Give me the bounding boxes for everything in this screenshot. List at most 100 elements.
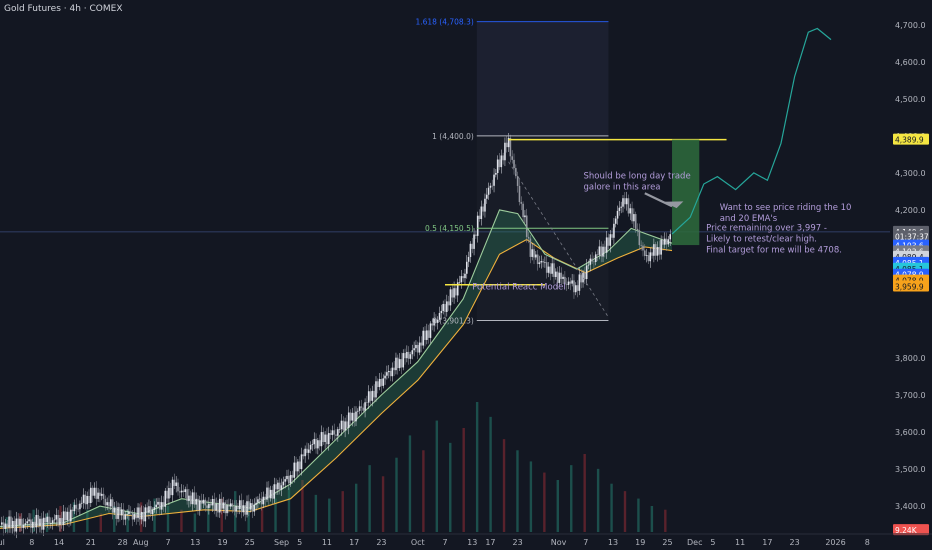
- candle-body: [489, 185, 492, 188]
- candle-body: [224, 502, 227, 514]
- candle-body: [248, 501, 250, 510]
- candle-body: [30, 519, 32, 528]
- candle-body: [607, 237, 610, 246]
- volume-bar: [354, 483, 358, 532]
- candle-body: [605, 237, 608, 253]
- candle-body: [208, 503, 210, 508]
- candle-body: [91, 487, 94, 496]
- fib-level-label: 1 (4,400.0): [432, 132, 474, 141]
- candle-body: [553, 263, 555, 277]
- candle-body: [317, 440, 319, 449]
- volume-bar: [449, 442, 452, 532]
- candle-body: [271, 489, 274, 499]
- x-tick-label: Jul: [0, 538, 5, 547]
- candle-body: [149, 506, 152, 515]
- candle-body: [184, 489, 187, 493]
- candle-body: [347, 412, 350, 428]
- candle-body: [269, 489, 272, 499]
- candle-body: [160, 502, 163, 510]
- candle-body: [375, 381, 377, 398]
- candle-body: [638, 230, 641, 246]
- arrow-head: [662, 201, 684, 209]
- candle-body: [37, 514, 39, 526]
- volume-bar: [260, 506, 264, 532]
- candle-body: [578, 274, 581, 291]
- candle-body: [304, 448, 306, 457]
- x-tick-label: 5: [297, 538, 302, 547]
- candle-body: [322, 432, 325, 443]
- candle-body: [137, 507, 139, 519]
- candle-body: [544, 262, 546, 263]
- volume-bar: [72, 502, 76, 532]
- candle-body: [436, 319, 439, 323]
- candle-body: [366, 402, 368, 403]
- y-tick-label: 3,500.0: [895, 465, 926, 474]
- candle-body: [498, 159, 501, 168]
- candle-body: [565, 284, 568, 285]
- x-tick-label: 19: [217, 538, 227, 547]
- volume-bar: [274, 498, 277, 532]
- y-tick-label: 4,700.0: [895, 21, 926, 30]
- fib-level-label: 0 (3,901.3): [432, 316, 474, 325]
- candle-body: [120, 509, 123, 516]
- candle-body: [609, 234, 612, 246]
- volume-bar: [381, 476, 385, 532]
- candle-body: [233, 506, 236, 512]
- volume-bar: [86, 509, 89, 532]
- candle-body: [124, 514, 127, 520]
- candle-body: [31, 521, 34, 528]
- candle-body: [264, 496, 266, 500]
- candle-body: [200, 500, 203, 504]
- candle-body: [364, 402, 366, 411]
- annotation-target-note: Final target for me will be 4708.: [706, 245, 842, 255]
- candle-body: [82, 494, 85, 503]
- candle-body: [335, 434, 337, 436]
- candle-body: [104, 498, 107, 506]
- candle-body: [346, 421, 348, 428]
- x-tick-label: 28: [118, 538, 128, 547]
- candle-body: [240, 500, 243, 513]
- price-badge-label: 3,959.9: [895, 283, 924, 292]
- candle-body: [449, 289, 452, 306]
- candle-body: [202, 499, 205, 504]
- x-tick-label: 8: [29, 538, 34, 547]
- volume-bar: [489, 416, 492, 532]
- candle-body: [656, 247, 659, 256]
- volume-bar: [570, 465, 573, 532]
- annotation-long-trade: galore in this area: [583, 182, 660, 192]
- volume-bar: [623, 491, 627, 532]
- candle-body: [295, 462, 297, 472]
- candle-body: [558, 272, 561, 283]
- x-tick-label: 11: [735, 538, 745, 547]
- candle-body: [175, 482, 177, 486]
- candle-body: [649, 252, 652, 262]
- candle-body: [614, 218, 617, 224]
- candle-body: [353, 412, 355, 422]
- candle-body: [180, 490, 183, 493]
- candle-body: [386, 372, 388, 376]
- candle-body: [495, 173, 497, 175]
- y-tick-label: 4,600.0: [895, 58, 926, 67]
- volume-bar: [395, 457, 398, 532]
- candle-body: [57, 514, 59, 525]
- x-tick-label: 21: [86, 538, 96, 547]
- volume-bar: [180, 509, 183, 532]
- candle-body: [135, 513, 138, 519]
- candle-body: [26, 521, 29, 524]
- x-tick-label: 8: [865, 538, 870, 547]
- volume-bar: [408, 435, 412, 532]
- candle-body: [229, 503, 232, 507]
- candle-body: [396, 357, 399, 369]
- candle-body: [582, 272, 584, 283]
- candle-body: [500, 155, 503, 168]
- candle-body: [139, 507, 141, 520]
- volume-bar: [650, 506, 654, 532]
- candle-body: [453, 288, 455, 298]
- candle-body: [197, 498, 199, 511]
- candle-body: [571, 280, 573, 284]
- candle-body: [73, 504, 76, 512]
- candle-body: [122, 509, 125, 520]
- candle-body: [596, 254, 599, 255]
- candle-body: [382, 378, 385, 386]
